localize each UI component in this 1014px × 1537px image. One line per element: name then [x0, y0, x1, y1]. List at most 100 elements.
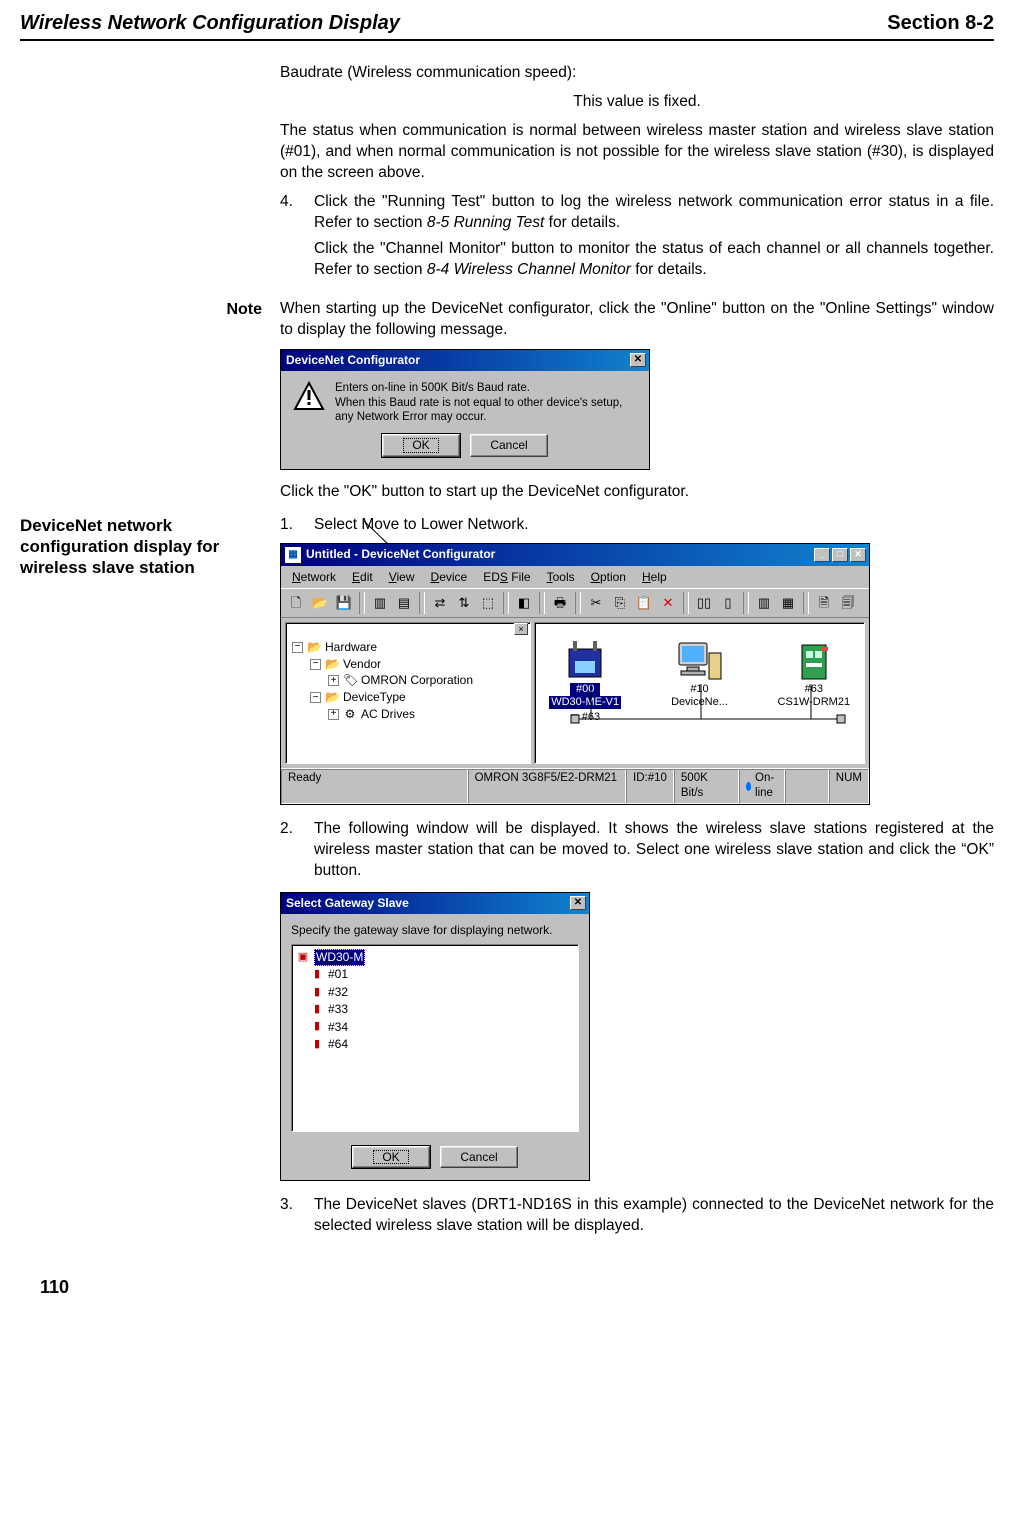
note-block: Note When starting up the DeviceNet conf…: [20, 299, 994, 510]
toolbar-icon-j[interactable]: ▦: [777, 592, 799, 614]
close-icon[interactable]: ✕: [570, 896, 586, 910]
cancel-button[interactable]: Cancel: [440, 1146, 518, 1168]
gateway-slave-list[interactable]: ▣ WD30-M ▮ #01 ▮ #32 ▮ #33: [291, 944, 579, 1132]
step-4-text-a: Click the "Running Test" button to log t…: [314, 193, 994, 231]
menu-tools[interactable]: Tools: [540, 568, 582, 586]
toolbar-icon-h[interactable]: ▯: [717, 592, 739, 614]
maximize-icon[interactable]: □: [832, 548, 848, 562]
step-3: 3. The DeviceNet slaves (DRT1-ND16S in t…: [280, 1195, 994, 1237]
device-sub: #63: [582, 711, 600, 723]
tree-vendor[interactable]: − 📂 Vendor: [310, 656, 526, 673]
note-text: When starting up the DeviceNet configura…: [280, 299, 994, 341]
tree-label: OMRON Corporation: [361, 672, 473, 689]
close-icon[interactable]: ✕: [630, 353, 646, 367]
step-2-text: The following window will be displayed. …: [314, 819, 994, 882]
dialog-message-line-2: When this Baud rate is not equal to othe…: [335, 396, 622, 410]
list-item-label: #64: [328, 1036, 348, 1053]
list-item[interactable]: ▮ #33: [310, 1001, 574, 1018]
collapse-icon[interactable]: −: [310, 659, 321, 670]
baudrate-label: Baudrate (Wireless communication speed):: [280, 63, 994, 84]
new-icon[interactable]: 🗋: [285, 592, 307, 614]
folder-open-icon: 📂: [325, 689, 339, 706]
list-item[interactable]: ▮ #01: [310, 966, 574, 983]
status-online-label: On-line: [755, 771, 778, 802]
device-node-2[interactable]: #63 CS1W-DRM21: [770, 633, 858, 709]
collapse-icon[interactable]: −: [292, 642, 303, 653]
dialog-title: DeviceNet Configurator: [286, 352, 420, 368]
menu-help[interactable]: Help: [635, 568, 674, 586]
slave-config-block: DeviceNet network configuration display …: [20, 515, 994, 1246]
open-icon[interactable]: 📂: [309, 592, 331, 614]
toolbar-icon-e[interactable]: ⬚: [477, 592, 499, 614]
expand-icon[interactable]: +: [328, 675, 339, 686]
delete-icon[interactable]: ✕: [657, 592, 679, 614]
expand-icon[interactable]: +: [328, 709, 339, 720]
toolbar-icon-c[interactable]: ⇄: [429, 592, 451, 614]
tree-label: DeviceType: [343, 689, 406, 706]
status-num: NUM: [829, 769, 869, 804]
step-4: 4. Click the "Running Test" button to lo…: [280, 192, 994, 282]
menu-network[interactable]: Network: [285, 568, 343, 586]
window-titlebar[interactable]: ▦ Untitled - DeviceNet Configurator _ □ …: [281, 544, 869, 565]
tree-label: Hardware: [325, 639, 377, 656]
slave-icon: ▮: [310, 1002, 324, 1018]
menu-device[interactable]: Device: [424, 568, 475, 586]
baudrate-value-note: This value is fixed.: [280, 92, 994, 113]
step-4-text-d: for details.: [631, 261, 707, 278]
list-item[interactable]: ▮ #34: [310, 1019, 574, 1036]
tree-hardware[interactable]: − 📂 Hardware: [292, 639, 526, 656]
menu-option[interactable]: Option: [584, 568, 633, 586]
slave-icon: ▮: [310, 985, 324, 1001]
device-number: #63: [770, 683, 858, 696]
cancel-button[interactable]: Cancel: [470, 434, 548, 456]
toolbar-icon-k[interactable]: 🗎: [813, 592, 835, 614]
device-icon: ⚙: [343, 706, 357, 723]
status-bar: Ready OMRON 3G8F5/E2-DRM21 ID:#10 500K B…: [281, 768, 869, 804]
menu-eds[interactable]: EDS File: [476, 568, 537, 586]
ok-button[interactable]: OK: [352, 1146, 430, 1168]
menu-edit[interactable]: Edit: [345, 568, 380, 586]
toolbar-icon-b[interactable]: ▤: [393, 592, 415, 614]
device-pane: #00 WD30-ME-V1 ▣ #63: [534, 622, 865, 764]
list-item-root[interactable]: ▣ WD30-M: [296, 949, 574, 966]
step-4-text: Click the "Running Test" button to log t…: [314, 192, 994, 282]
toolbar: 🗋 📂 💾 ▥ ▤ ⇄ ⇅ ⬚ ◧ 🖶 ✂ ⎘ 📋 ✕ ▯: [281, 588, 869, 618]
list-item-label: WD30-M: [314, 949, 365, 966]
slave-icon: ▮: [310, 967, 324, 983]
list-item[interactable]: ▮ #64: [310, 1036, 574, 1053]
tree-acdrives[interactable]: + ⚙ AC Drives: [328, 706, 526, 723]
device-name: WD30-ME-V1: [549, 696, 621, 709]
master-icon: ▣: [296, 950, 310, 966]
folder-open-icon: 📂: [307, 639, 321, 656]
paste-icon[interactable]: 📋: [633, 592, 655, 614]
toolbar-icon-a[interactable]: ▥: [369, 592, 391, 614]
cut-icon[interactable]: ✂: [585, 592, 607, 614]
toolbar-icon-f[interactable]: ◧: [513, 592, 535, 614]
close-icon[interactable]: ✕: [850, 548, 866, 562]
step-4-text-b: for details.: [544, 214, 620, 231]
copy-icon[interactable]: ⎘: [609, 592, 631, 614]
menu-view[interactable]: View: [382, 568, 422, 586]
dialog-title: Select Gateway Slave: [286, 895, 409, 911]
print-icon[interactable]: 🖶: [549, 592, 571, 614]
collapse-icon[interactable]: −: [310, 692, 321, 703]
slave-icon: ▮: [310, 1037, 324, 1053]
list-item[interactable]: ▮ #32: [310, 984, 574, 1001]
toolbar-icon-l[interactable]: 🗐: [837, 592, 859, 614]
online-indicator-icon: [746, 782, 752, 791]
exclamation-icon: [293, 381, 325, 413]
toolbar-icon-i[interactable]: ▥: [753, 592, 775, 614]
tree-devicetype[interactable]: − 📂 DeviceType: [310, 689, 526, 706]
device-node-1[interactable]: #10 DeviceNe...: [655, 633, 743, 709]
minimize-icon[interactable]: _: [814, 548, 830, 562]
step-1-text: Select Move to Lower Network.: [314, 515, 994, 536]
pane-close-icon[interactable]: ×: [514, 623, 528, 635]
save-icon[interactable]: 💾: [333, 592, 355, 614]
toolbar-icon-g[interactable]: ▯▯: [693, 592, 715, 614]
device-node-0[interactable]: #00 WD30-ME-V1 ▣ #63: [541, 633, 629, 725]
toolbar-icon-d[interactable]: ⇅: [453, 592, 475, 614]
ok-button[interactable]: OK: [382, 434, 460, 456]
status-id: ID:#10: [626, 769, 674, 804]
status-baud: 500K Bit/s: [674, 769, 739, 804]
tree-omron[interactable]: + 🏷 OMRON Corporation: [328, 672, 526, 689]
